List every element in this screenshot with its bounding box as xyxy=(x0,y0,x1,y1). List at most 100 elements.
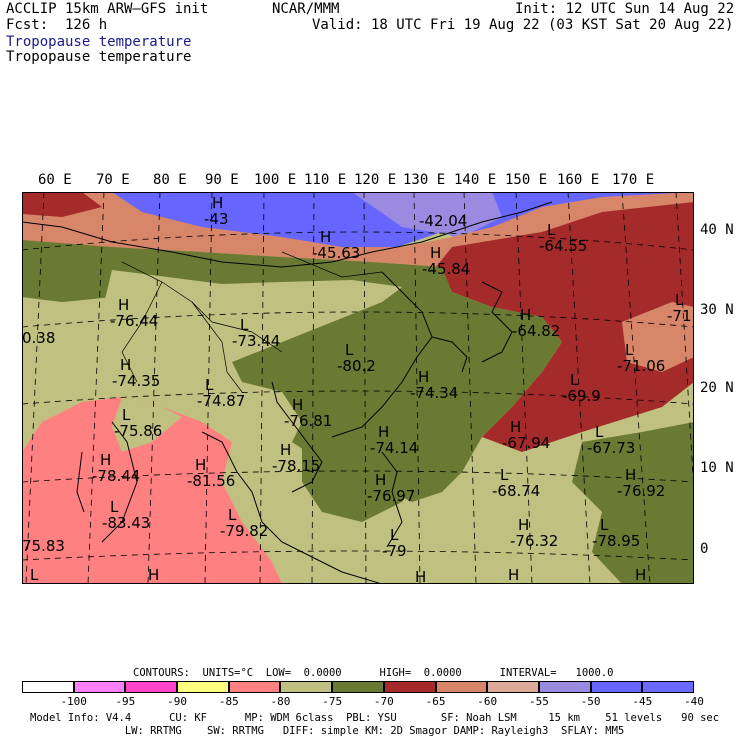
colorbar-tick-label: -85 xyxy=(218,695,239,708)
low-marker: L xyxy=(30,566,39,584)
extremum-value: -76.92 xyxy=(617,482,665,500)
field-name-contour: Tropopause temperature xyxy=(6,49,192,65)
extremum-value: -80.2 xyxy=(337,357,376,375)
high-marker: H xyxy=(635,566,646,584)
low-marker: L xyxy=(625,341,634,359)
extremum-value: -81.56 xyxy=(187,472,235,490)
high-marker: H xyxy=(100,451,111,469)
colorbar-tick-label: -100 xyxy=(60,695,87,708)
lat-label: 10 N xyxy=(700,460,734,476)
field-light-patch xyxy=(112,397,182,452)
lon-label: 130 E xyxy=(403,172,446,188)
colorbar-segment xyxy=(125,681,178,693)
field-dark-olive-scs xyxy=(302,432,422,522)
colorbar-segment xyxy=(538,681,591,693)
extremum-value: -43 xyxy=(204,210,229,228)
colorbar-segment xyxy=(280,681,333,693)
high-marker: H xyxy=(520,306,531,324)
colorbar-tick-label: -40 xyxy=(684,695,704,708)
graticule xyxy=(22,192,694,584)
field-brown-topleft xyxy=(22,192,102,217)
extremum-value: -75.86 xyxy=(114,422,162,440)
extremum-value: -69.9 xyxy=(562,387,601,405)
lat-label: 0 xyxy=(700,541,709,557)
high-marker: H xyxy=(625,466,636,484)
high-marker: H xyxy=(118,296,129,314)
lon-label: 60 E xyxy=(38,172,72,188)
lon-label: 70 E xyxy=(96,172,130,188)
colorbar-tick-label: -70 xyxy=(373,695,394,708)
extremum-value: -79 xyxy=(382,542,407,560)
field-dark-olive-se xyxy=(572,422,694,584)
colorbar-segment xyxy=(487,681,539,693)
extremum-value: -73.44 xyxy=(232,332,280,350)
high-marker: H xyxy=(508,566,519,584)
low-marker: L xyxy=(122,406,131,424)
extremum-value: -74.35 xyxy=(112,372,160,390)
low-marker: L xyxy=(595,423,604,441)
field-pink-spot xyxy=(192,492,232,542)
extremum-value: -83.43 xyxy=(102,514,150,532)
forecast-hour: Fcst: 126 h xyxy=(6,17,108,33)
extremum-value: -64.82 xyxy=(512,322,560,340)
extremum-value: -78.95 xyxy=(592,532,640,550)
lon-label: 100 E xyxy=(254,172,297,188)
low-marker: L xyxy=(240,316,249,334)
extremum-value: -67.94 xyxy=(502,434,550,452)
colorbar-tick-label: -55 xyxy=(528,695,549,708)
extremum-value: 75.83 xyxy=(22,537,65,555)
high-marker: H xyxy=(415,568,426,584)
extremum-value: -68.74 xyxy=(492,482,540,500)
field-orange-east xyxy=(622,302,694,372)
low-marker: L xyxy=(345,341,354,359)
physics-info: LW: RRTMG SW: RRTMG DIFF: simple KM: 2D … xyxy=(30,725,625,737)
tropopause-temperature-map: H-43H-45.63-42.04H-45.84L-64.55L-71H-76.… xyxy=(22,192,694,584)
high-marker: H xyxy=(378,423,389,441)
high-marker: H xyxy=(510,418,521,436)
high-marker: H xyxy=(195,456,206,474)
coastlines xyxy=(22,201,553,584)
extremum-value: -74.34 xyxy=(410,384,458,402)
valid-time: Valid: 18 UTC Fri 19 Aug 22 (03 KST Sat … xyxy=(312,17,734,33)
lat-label: 40 N xyxy=(700,222,734,238)
lon-label: 120 E xyxy=(354,172,397,188)
extremum-value: -71 xyxy=(667,307,692,325)
field-light-plateau xyxy=(102,270,402,367)
lon-label: 80 E xyxy=(153,172,187,188)
extremum-value: -78.15 xyxy=(272,457,320,475)
lon-label: 160 E xyxy=(557,172,600,188)
field-name-shaded: Tropopause temperature xyxy=(6,34,192,50)
extremum-value: -74.14 xyxy=(370,439,418,457)
low-marker: L xyxy=(110,498,119,516)
extremum-value: -64.55 xyxy=(539,237,587,255)
field-dark-olive-band xyxy=(22,240,562,502)
colorbar-segment xyxy=(177,681,229,693)
colorbar-segment xyxy=(22,681,74,693)
colorbar-segment xyxy=(332,681,384,693)
lon-label: 90 E xyxy=(205,172,239,188)
colorbar-tick-label: -75 xyxy=(322,695,343,708)
lon-label: 170 E xyxy=(612,172,655,188)
high-marker: H xyxy=(148,566,159,584)
low-marker: L xyxy=(600,516,609,534)
colorbar-segment xyxy=(590,681,643,693)
high-marker: H xyxy=(518,516,529,534)
center-name: NCAR/MMM xyxy=(272,1,340,17)
low-marker: L xyxy=(570,371,579,389)
low-marker: L xyxy=(500,466,509,484)
model-info: Model Info: V4.4 CU: KF MP: WDM 6class P… xyxy=(30,712,720,724)
high-marker: H xyxy=(280,441,291,459)
model-title: ACCLIP 15km ARW–GFS init xyxy=(6,1,209,17)
extremum-value: -76.44 xyxy=(110,312,158,330)
init-time: Init: 12 UTC Sun 14 Aug 22 xyxy=(515,1,735,17)
extremum-value: -45.63 xyxy=(312,244,360,262)
extremum-value: -76.97 xyxy=(367,487,415,505)
colorbar-segment xyxy=(642,681,694,693)
lon-label: 150 E xyxy=(505,172,548,188)
extremum-value: -45.84 xyxy=(422,260,470,278)
extremum-value: -76.32 xyxy=(510,532,558,550)
colorbar-segment xyxy=(435,681,488,693)
extremum-value: -71.06 xyxy=(617,357,665,375)
lon-label: 110 E xyxy=(304,172,347,188)
colorbar-segment xyxy=(228,681,281,693)
